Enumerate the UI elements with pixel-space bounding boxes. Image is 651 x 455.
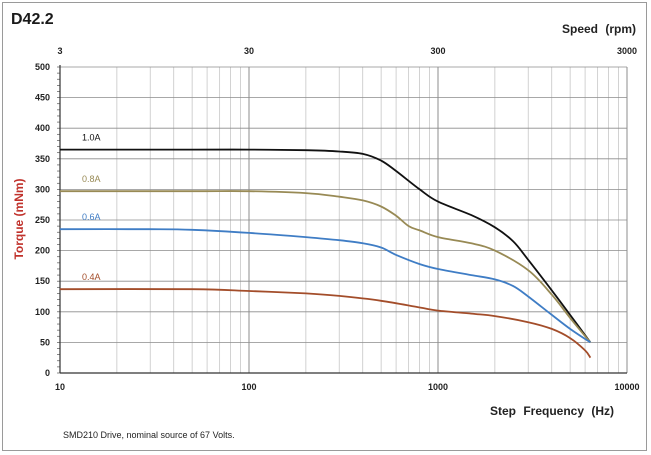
series-label: 0.6A (82, 212, 101, 222)
y-tick-label: 200 (35, 246, 50, 256)
y-tick-label: 450 (35, 93, 50, 103)
secondary-axis-title: Speed (rpm) (562, 22, 636, 36)
x-tick-label: 1000 (428, 382, 448, 392)
series-labels: 1.0A 0.8A 0.6A 0.4A (82, 133, 101, 283)
series-line (59, 228, 591, 344)
chart-frame (2, 2, 647, 451)
series-label: 0.4A (82, 272, 101, 282)
speed-tick-label: 3 (57, 46, 62, 56)
speed-tick-label: 3000 (617, 46, 637, 56)
y-tick-label: 150 (35, 276, 50, 286)
series-label: 0.8A (82, 174, 101, 184)
y-tick-label: 0 (45, 368, 50, 378)
speed-tick-label: 300 (430, 46, 445, 56)
y-tick-label: 400 (35, 123, 50, 133)
y-tick-label: 250 (35, 215, 50, 225)
series-line (59, 288, 592, 359)
x-tick-label: 100 (241, 382, 256, 392)
y-tick-label: 350 (35, 154, 50, 164)
x-axis-title: Step Frequency (Hz) (490, 404, 614, 418)
y-tick-label: 100 (35, 307, 50, 317)
series-line (60, 190, 592, 343)
y-tick-label: 50 (40, 337, 50, 347)
chart-title: D42.2 (11, 11, 54, 28)
series-line (60, 148, 592, 343)
tick-labels: 10 100 1000 10000 3 30 300 3000 0 50 100 150 200 250 3… (35, 46, 640, 392)
y-axis-title: Torque (mNm) (12, 178, 26, 259)
series-lines (59, 148, 592, 359)
series-label: 1.0A (82, 133, 101, 143)
grid (57, 65, 628, 374)
x-tick-label: 10 (55, 382, 65, 392)
y-tick-label: 300 (35, 184, 50, 194)
y-tick-label: 500 (35, 62, 50, 72)
x-tick-label: 10000 (614, 382, 639, 392)
speed-tick-label: 30 (244, 46, 254, 56)
footnote: SMD210 Drive, nominal source of 67 Volts… (63, 430, 235, 440)
